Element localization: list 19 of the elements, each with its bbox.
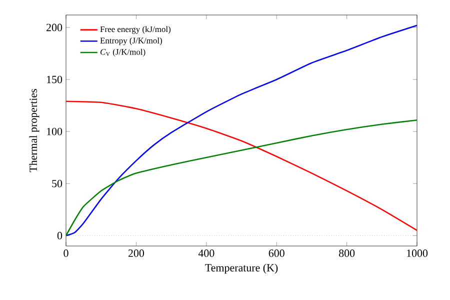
- line-series: [66, 24, 418, 236]
- y-axis-title: Thermal properties: [29, 89, 40, 172]
- x-tick-label: 1000: [407, 250, 428, 257]
- x-tick-label: 200: [128, 250, 144, 257]
- line-series: [66, 100, 418, 232]
- x-tick-label: 800: [339, 250, 355, 257]
- line-series: [66, 119, 418, 236]
- y-tick-label: 0: [57, 232, 62, 240]
- y-tick-label: 100: [47, 128, 62, 136]
- x-tick-label: 0: [64, 250, 68, 257]
- x-tick-label: 400: [198, 250, 214, 257]
- x-axis-title: Temperature (K): [205, 264, 278, 274]
- legend-label: Free energy (kJ/mol): [100, 26, 171, 34]
- y-tick-label: 50: [52, 180, 62, 188]
- legend-label: Entropy (J/K/mol): [100, 37, 162, 46]
- y-tick-label: 150: [47, 76, 62, 84]
- y-tick-label: 200: [46, 24, 62, 32]
- legend-label: C$_{V}$ (J/K/mol): [100, 48, 146, 56]
- x-tick-label: 600: [268, 250, 284, 257]
